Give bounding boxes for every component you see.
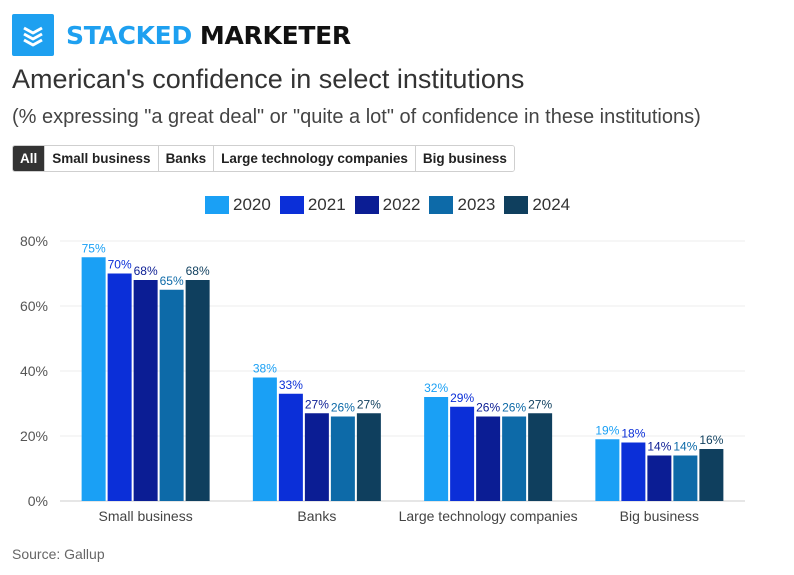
bar-2020 <box>595 439 620 501</box>
x-category-label: Banks <box>297 508 336 524</box>
bar-2020 <box>81 257 106 501</box>
data-label: 29% <box>450 391 474 405</box>
data-label: 32% <box>424 381 448 395</box>
legend-swatch <box>429 196 454 214</box>
bar-2023 <box>159 289 184 501</box>
bar-2021 <box>621 442 646 501</box>
chart-legend: 2020 2021 2022 2023 2024 <box>205 195 579 215</box>
y-tick-label: 40% <box>20 363 48 379</box>
data-label: 27% <box>305 397 329 411</box>
bar-2024 <box>699 449 724 501</box>
bar-2022 <box>476 416 501 501</box>
brand-name-part2: MARKETER <box>199 20 351 50</box>
data-label: 16% <box>699 433 723 447</box>
chart-subtitle: (% expressing "a great deal" or "quite a… <box>12 106 701 128</box>
legend-item-2020[interactable]: 2020 <box>205 195 271 215</box>
data-label: 26% <box>502 401 526 415</box>
y-tick-label: 80% <box>20 233 48 249</box>
legend-swatch <box>279 196 304 214</box>
tab-big-business[interactable]: Big business <box>415 146 514 171</box>
bar-2023 <box>502 416 527 501</box>
legend-item-2024[interactable]: 2024 <box>504 195 570 215</box>
bar-2021 <box>107 273 132 501</box>
brand-logo: STACKED MARKETER <box>12 14 351 56</box>
bar-2024 <box>185 280 210 501</box>
legend-swatch <box>205 196 229 214</box>
data-label: 75% <box>82 241 106 255</box>
bar-2021 <box>450 406 475 501</box>
data-label: 38% <box>253 362 277 376</box>
data-label: 18% <box>621 427 645 441</box>
bar-2022 <box>133 280 158 501</box>
bar-2020 <box>252 377 277 501</box>
stack-logo-icon <box>12 14 54 56</box>
data-label: 70% <box>108 258 132 272</box>
bar-2021 <box>278 393 303 501</box>
bar-2023 <box>673 455 698 501</box>
y-tick-label: 0% <box>28 493 48 509</box>
data-label: 65% <box>160 274 184 288</box>
data-label: 68% <box>134 264 158 278</box>
legend-label: 2024 <box>532 195 571 214</box>
data-label: 33% <box>279 378 303 392</box>
legend-item-2023[interactable]: 2023 <box>429 195 495 215</box>
x-category-label: Large technology companies <box>399 508 578 524</box>
chart-title: American's confidence in select institut… <box>12 64 525 94</box>
source-note: Source: Gallup <box>12 546 105 562</box>
y-tick-label: 60% <box>20 298 48 314</box>
data-label: 68% <box>186 264 210 278</box>
data-label: 27% <box>357 397 381 411</box>
brand-name-part1: STACKED <box>66 20 192 50</box>
category-filter-tabs: All Small business Banks Large technolog… <box>12 145 515 172</box>
y-tick-label: 20% <box>20 428 48 444</box>
data-label: 14% <box>673 440 697 454</box>
tab-small-business[interactable]: Small business <box>45 146 159 171</box>
legend-swatch <box>354 196 379 214</box>
bar-2022 <box>647 455 672 501</box>
data-label: 26% <box>331 401 355 415</box>
tab-large-technology-companies[interactable]: Large technology companies <box>214 146 416 171</box>
data-label: 26% <box>476 401 500 415</box>
bar-2023 <box>330 416 355 501</box>
bar-chart: 0%20%40%60%80% 75%70% 68%65%68%Small busin… <box>20 233 745 524</box>
bar-2020 <box>424 397 449 501</box>
bar-2024 <box>356 413 381 501</box>
tab-banks[interactable]: Banks <box>158 146 215 171</box>
legend-label: 2023 <box>457 195 496 214</box>
legend-item-2022[interactable]: 2022 <box>354 195 421 215</box>
data-label: 14% <box>647 440 671 454</box>
bar-2022 <box>304 413 329 501</box>
legend-label: 2022 <box>382 195 421 214</box>
legend-item-2021[interactable]: 2021 <box>279 195 346 215</box>
x-category-label: Small business <box>99 508 193 524</box>
legend-swatch <box>504 196 529 214</box>
bar-2024 <box>528 413 553 501</box>
tab-all[interactable]: All <box>13 146 46 171</box>
data-label: 27% <box>528 397 552 411</box>
data-label: 19% <box>595 423 619 437</box>
x-category-label: Big business <box>620 508 699 524</box>
brand-name: STACKED MARKETER <box>66 21 351 50</box>
legend-label: 2021 <box>307 195 346 214</box>
legend-label: 2020 <box>233 195 271 214</box>
